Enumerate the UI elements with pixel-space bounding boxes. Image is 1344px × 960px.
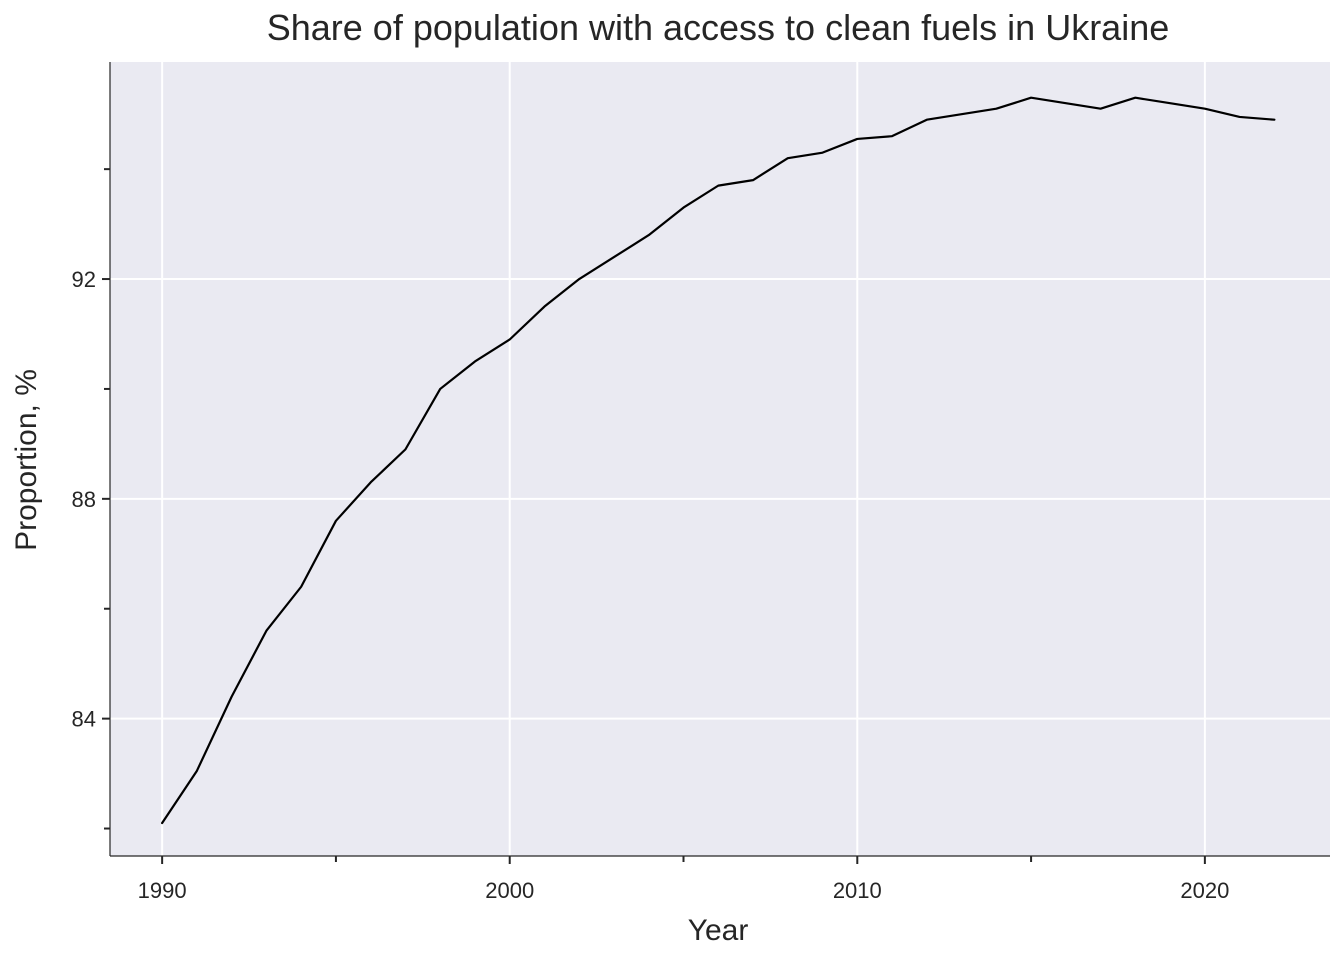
x-tick-label: 1990 [138, 878, 187, 903]
chart-title: Share of population with access to clean… [267, 7, 1170, 48]
data-layer [161, 96, 1276, 825]
x-tick-label: 2000 [485, 878, 534, 903]
grid-lines [110, 62, 1330, 856]
y-tick-label: 84 [72, 707, 96, 732]
x-tick-label: 2020 [1180, 878, 1229, 903]
series-line [161, 96, 1276, 825]
y-tick-label: 88 [72, 487, 96, 512]
x-tick-label: 2010 [833, 878, 882, 903]
y-tick-label: 92 [72, 267, 96, 292]
y-axis: 84 88 92 [72, 62, 111, 856]
plot-panel [110, 62, 1330, 856]
x-axis-label: Year [688, 914, 749, 947]
y-axis-label: Proportion, % [10, 369, 43, 551]
x-axis: 1990 2000 2010 2020 [110, 855, 1330, 903]
